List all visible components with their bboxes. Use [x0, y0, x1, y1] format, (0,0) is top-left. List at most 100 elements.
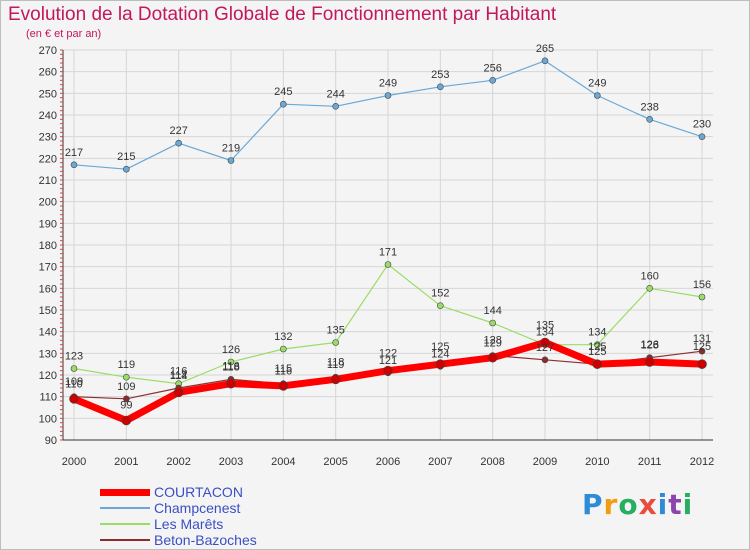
- y-tick-label: 200: [39, 197, 57, 209]
- data-point: [280, 100, 287, 108]
- data-point: [697, 359, 707, 369]
- value-label: 109: [117, 381, 135, 393]
- logo-letter: i: [682, 488, 694, 521]
- data-point: [227, 157, 235, 164]
- data-point: [437, 302, 444, 309]
- logo-letter: i: [657, 488, 669, 521]
- value-label: 128: [483, 335, 501, 347]
- data-point: [384, 261, 392, 268]
- value-label: 99: [120, 400, 132, 412]
- value-label: 217: [65, 147, 83, 159]
- data-point: [383, 365, 393, 376]
- y-tick-label: 120: [39, 370, 57, 382]
- x-tick-label: 2002: [166, 456, 190, 468]
- value-label: 227: [169, 125, 187, 137]
- value-label: 249: [588, 78, 606, 90]
- value-label: 116: [222, 361, 240, 373]
- data-point: [173, 387, 184, 398]
- data-point: [644, 357, 655, 367]
- value-label: 131: [693, 333, 711, 345]
- value-label: 125: [431, 341, 449, 353]
- value-label: 125: [588, 341, 606, 353]
- data-point: [226, 378, 236, 389]
- value-label: 219: [222, 143, 240, 155]
- logo-letter: t: [668, 488, 683, 521]
- y-tick-label: 90: [45, 435, 57, 447]
- x-tick-label: 2009: [533, 456, 557, 468]
- data-point: [592, 359, 603, 369]
- data-point: [698, 133, 706, 140]
- data-point: [332, 339, 339, 346]
- data-point: [698, 347, 706, 355]
- chart-title: Evolution de la Dotation Globale de Fonc…: [8, 4, 557, 25]
- data-point: [487, 352, 498, 363]
- data-point: [123, 165, 130, 173]
- y-tick-label: 110: [39, 392, 57, 404]
- data-point: [541, 57, 549, 65]
- value-label: 112: [170, 369, 188, 381]
- data-point: [489, 77, 496, 84]
- logo-letter: x: [638, 488, 658, 521]
- data-point: [698, 293, 706, 301]
- legend-swatch: [100, 523, 150, 525]
- data-point: [175, 139, 182, 147]
- data-point: [384, 92, 392, 99]
- value-label: 125: [693, 341, 711, 353]
- data-point: [330, 374, 341, 385]
- y-tick-label: 130: [39, 348, 57, 360]
- legend-label: COURTACON: [154, 484, 243, 500]
- x-tick-label: 2001: [114, 456, 138, 468]
- x-tick-label: 2004: [271, 456, 295, 468]
- legend-swatch: [100, 488, 150, 496]
- y-tick-label: 170: [39, 262, 57, 274]
- value-label: 156: [693, 279, 711, 291]
- value-label: 144: [483, 305, 501, 317]
- data-point: [437, 83, 444, 91]
- y-tick-label: 160: [39, 283, 57, 295]
- y-tick-label: 190: [39, 218, 57, 230]
- legend-label: Beton-Bazoches: [154, 532, 257, 548]
- y-tick-label: 210: [39, 175, 57, 187]
- value-label: 109: [65, 376, 83, 388]
- y-tick-label: 240: [39, 110, 57, 122]
- value-label: 244: [326, 88, 344, 100]
- value-label: 230: [693, 119, 711, 131]
- value-label: 124: [431, 348, 449, 360]
- data-point: [646, 116, 653, 123]
- value-label: 134: [536, 327, 554, 339]
- value-label: 123: [65, 351, 83, 363]
- x-tick-label: 2012: [690, 456, 714, 468]
- y-tick-label: 260: [39, 67, 57, 79]
- value-label: 125: [588, 346, 606, 358]
- logo-letter: P: [582, 488, 604, 521]
- proxiti-logo: Proxiti: [582, 488, 693, 521]
- y-tick-label: 230: [39, 132, 57, 144]
- value-label: 116: [275, 366, 293, 378]
- value-label: 128: [640, 340, 658, 352]
- y-tick-label: 140: [39, 327, 57, 339]
- value-label: 126: [222, 344, 240, 356]
- value-label: 256: [483, 62, 501, 74]
- value-label: 265: [536, 43, 554, 55]
- value-label: 110: [65, 379, 83, 391]
- x-tick-label: 2003: [219, 456, 243, 468]
- x-tick-label: 2005: [323, 456, 347, 468]
- y-tick-label: 150: [39, 305, 57, 317]
- value-label: 253: [431, 69, 449, 81]
- data-point: [70, 161, 78, 169]
- value-label: 129: [483, 338, 501, 350]
- value-label: 160: [640, 270, 658, 282]
- data-point: [594, 92, 601, 99]
- logo-letter: o: [618, 488, 639, 521]
- value-label: 127: [536, 342, 554, 354]
- logo-letter: r: [603, 488, 619, 521]
- x-tick-label: 2011: [638, 456, 662, 468]
- value-label: 135: [326, 325, 344, 337]
- value-label: 119: [327, 359, 345, 371]
- value-label: 115: [275, 363, 293, 375]
- data-point: [123, 395, 130, 403]
- y-tick-label: 270: [39, 45, 57, 57]
- value-label: 126: [640, 339, 658, 351]
- value-label: 249: [379, 78, 397, 90]
